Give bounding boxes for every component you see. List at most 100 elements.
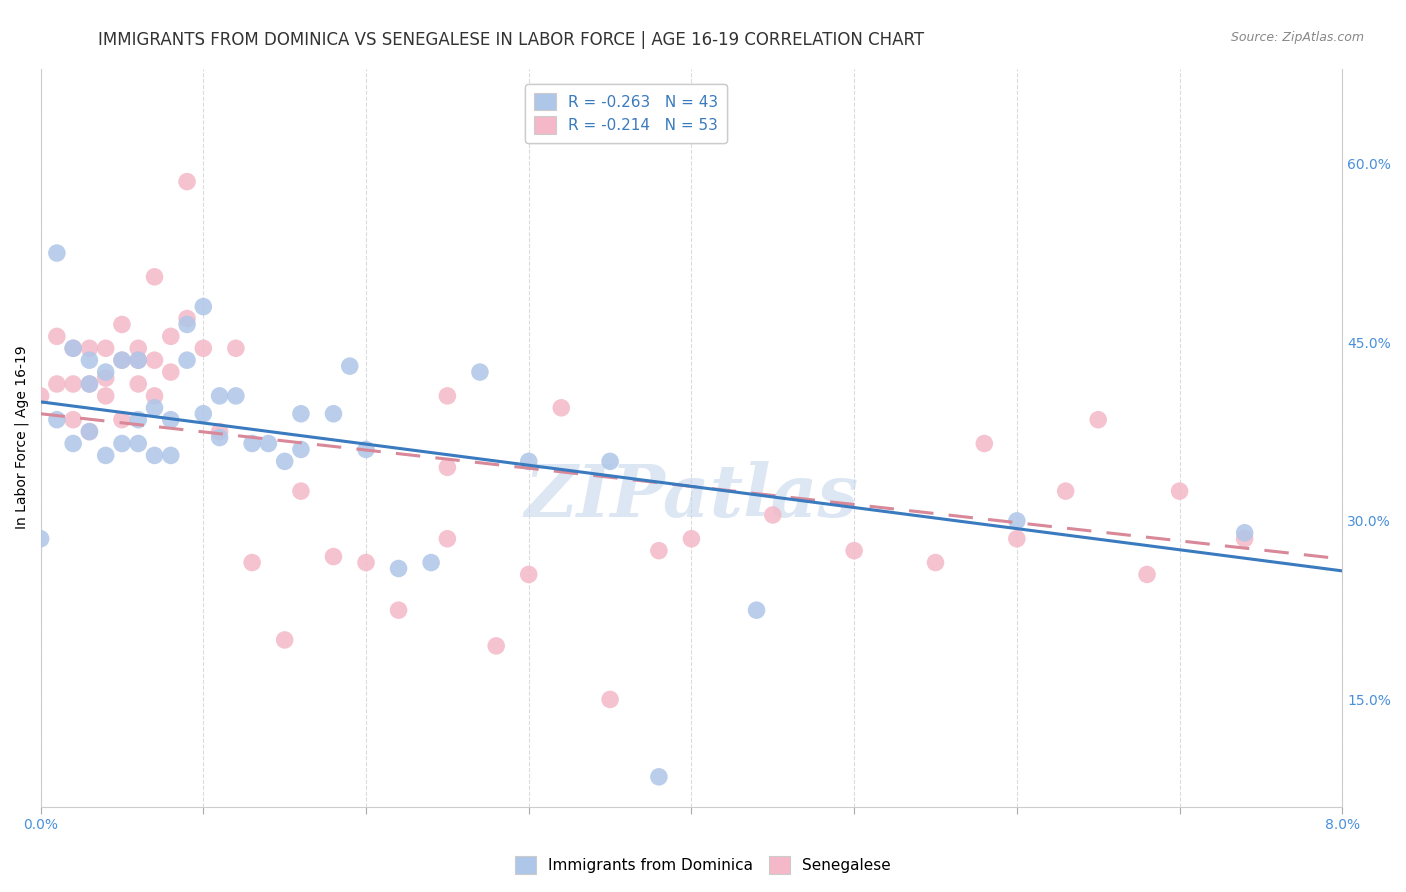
Point <box>1087 413 1109 427</box>
Text: Source: ZipAtlas.com: Source: ZipAtlas.com <box>1230 31 1364 45</box>
Point <box>1005 514 1028 528</box>
Point <box>1233 525 1256 540</box>
Point <box>842 543 865 558</box>
Point <box>176 311 198 326</box>
Point <box>193 407 215 421</box>
Point <box>111 353 134 368</box>
Point <box>273 454 295 468</box>
Point <box>225 341 247 355</box>
Point <box>354 442 377 457</box>
Point <box>62 341 84 355</box>
Point <box>257 436 280 450</box>
Point <box>240 556 263 570</box>
Point <box>420 556 443 570</box>
Point <box>1233 532 1256 546</box>
Point <box>599 454 621 468</box>
Legend: R = -0.263   N = 43, R = -0.214   N = 53: R = -0.263 N = 43, R = -0.214 N = 53 <box>526 84 727 144</box>
Point <box>436 389 458 403</box>
Point <box>681 532 703 546</box>
Point <box>924 556 946 570</box>
Point <box>176 175 198 189</box>
Point <box>762 508 785 522</box>
Legend: Immigrants from Dominica, Senegalese: Immigrants from Dominica, Senegalese <box>509 850 897 880</box>
Point <box>550 401 572 415</box>
Point <box>127 436 149 450</box>
Point <box>159 449 181 463</box>
Point <box>143 401 166 415</box>
Point <box>45 329 67 343</box>
Point <box>290 484 312 499</box>
Point <box>387 603 409 617</box>
Point <box>225 389 247 403</box>
Point <box>290 407 312 421</box>
Point <box>240 436 263 450</box>
Text: IMMIGRANTS FROM DOMINICA VS SENEGALESE IN LABOR FORCE | AGE 16-19 CORRELATION CH: IMMIGRANTS FROM DOMINICA VS SENEGALESE I… <box>98 31 925 49</box>
Point <box>176 353 198 368</box>
Point <box>208 431 231 445</box>
Point <box>648 770 671 784</box>
Point <box>1005 532 1028 546</box>
Point <box>111 436 134 450</box>
Point <box>79 353 101 368</box>
Point <box>322 549 344 564</box>
Point <box>62 413 84 427</box>
Point <box>94 371 117 385</box>
Point <box>1054 484 1077 499</box>
Point <box>143 389 166 403</box>
Point <box>1136 567 1159 582</box>
Point <box>1168 484 1191 499</box>
Point <box>45 413 67 427</box>
Point <box>111 413 134 427</box>
Point <box>159 329 181 343</box>
Point <box>485 639 508 653</box>
Point <box>517 567 540 582</box>
Point <box>648 543 671 558</box>
Point <box>193 341 215 355</box>
Point <box>79 376 101 391</box>
Point <box>468 365 491 379</box>
Text: ZIPatlas: ZIPatlas <box>524 461 859 533</box>
Point <box>79 425 101 439</box>
Point <box>45 376 67 391</box>
Point <box>127 353 149 368</box>
Point <box>193 300 215 314</box>
Point <box>127 341 149 355</box>
Point <box>436 532 458 546</box>
Point <box>143 449 166 463</box>
Point <box>127 413 149 427</box>
Point <box>94 365 117 379</box>
Point <box>127 376 149 391</box>
Y-axis label: In Labor Force | Age 16-19: In Labor Force | Age 16-19 <box>15 346 30 529</box>
Point <box>322 407 344 421</box>
Point <box>79 376 101 391</box>
Point <box>290 442 312 457</box>
Point <box>94 341 117 355</box>
Point <box>354 556 377 570</box>
Point <box>387 561 409 575</box>
Point <box>111 353 134 368</box>
Point <box>94 449 117 463</box>
Point <box>745 603 768 617</box>
Point <box>94 389 117 403</box>
Point <box>30 532 52 546</box>
Point <box>208 389 231 403</box>
Point <box>159 365 181 379</box>
Point <box>45 246 67 260</box>
Point <box>517 454 540 468</box>
Point <box>143 269 166 284</box>
Point <box>973 436 995 450</box>
Point <box>111 318 134 332</box>
Point <box>62 341 84 355</box>
Point <box>62 376 84 391</box>
Point <box>176 318 198 332</box>
Point <box>273 632 295 647</box>
Point <box>79 341 101 355</box>
Point <box>339 359 361 373</box>
Point <box>62 436 84 450</box>
Point <box>208 425 231 439</box>
Point <box>79 425 101 439</box>
Point <box>436 460 458 475</box>
Point <box>30 389 52 403</box>
Point <box>599 692 621 706</box>
Point <box>159 413 181 427</box>
